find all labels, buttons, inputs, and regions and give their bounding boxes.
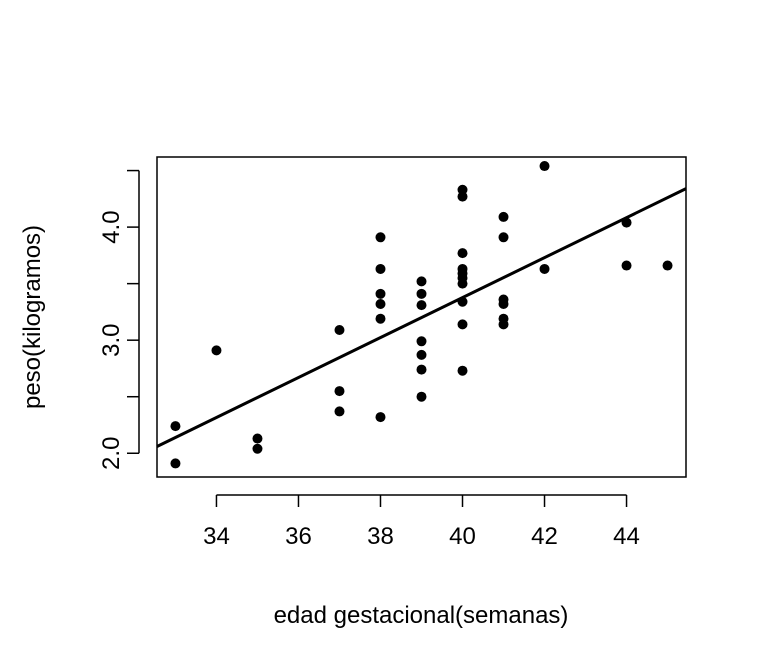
data-point — [457, 365, 468, 376]
data-point — [416, 276, 427, 287]
data-point — [539, 263, 550, 274]
data-point — [252, 443, 263, 454]
y-tick-label: 3.0 — [98, 323, 125, 356]
data-point — [457, 248, 468, 259]
data-point — [498, 232, 509, 243]
x-tick-label: 40 — [449, 523, 476, 550]
data-point — [457, 319, 468, 330]
data-point — [416, 364, 427, 375]
data-point — [375, 298, 386, 309]
data-point — [170, 421, 181, 432]
data-point — [498, 298, 509, 309]
data-point — [375, 232, 386, 243]
y-axis-label: peso(kilogramos) — [19, 225, 46, 409]
data-point — [252, 433, 263, 444]
data-point — [416, 391, 427, 402]
data-point — [457, 191, 468, 202]
data-point — [416, 349, 427, 360]
data-point — [662, 260, 673, 271]
plot-frame — [156, 156, 687, 478]
x-tick-label: 34 — [203, 523, 230, 550]
x-tick-label: 42 — [531, 523, 558, 550]
x-axis-label: edad gestacional(semanas) — [274, 602, 569, 629]
x-tick-label: 44 — [613, 523, 640, 550]
data-point — [498, 319, 509, 330]
data-point — [334, 325, 345, 336]
data-point — [334, 406, 345, 417]
x-tick-label: 36 — [285, 523, 312, 550]
data-points — [170, 161, 673, 469]
data-point — [211, 345, 222, 356]
data-point — [416, 288, 427, 299]
data-point — [498, 211, 509, 222]
x-axis: 34 36 38 40 42 44 — [203, 494, 640, 550]
data-point — [375, 313, 386, 324]
data-point — [334, 386, 345, 397]
data-point — [375, 412, 386, 423]
y-tick-label: 4.0 — [98, 210, 125, 243]
x-tick-label: 38 — [367, 523, 394, 550]
data-point — [621, 260, 632, 271]
data-point — [539, 161, 550, 172]
data-point — [375, 288, 386, 299]
y-axis: 2.0 3.0 4.0 — [98, 169, 140, 470]
data-point — [416, 300, 427, 311]
y-tick-label: 2.0 — [98, 437, 125, 470]
regression-line — [156, 187, 687, 448]
data-point — [457, 278, 468, 289]
data-point — [375, 263, 386, 274]
data-point — [170, 458, 181, 469]
data-point — [416, 336, 427, 347]
